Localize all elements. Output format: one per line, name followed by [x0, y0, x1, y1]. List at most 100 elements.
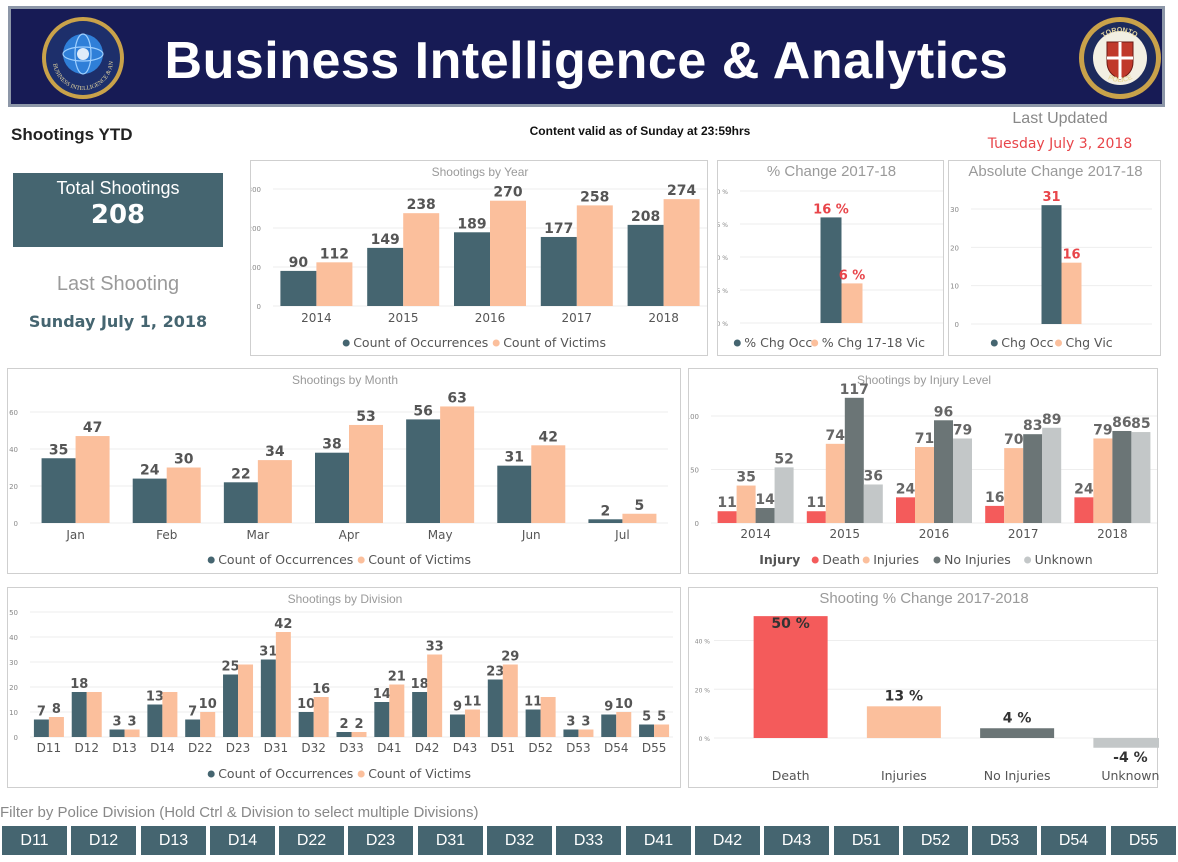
- data-label: 18: [70, 677, 88, 692]
- data-label: 149: [371, 232, 400, 248]
- division-filter-d23[interactable]: D23: [348, 826, 413, 855]
- y-tick-label: 0 %: [718, 321, 728, 328]
- total-shootings-value: 208: [90, 200, 146, 230]
- chart-pct-change-injury: Shooting % Change 2017-2018 0 % 20 % 40 % 50…: [695, 590, 1159, 783]
- legend-label: % Chg Occ: [744, 335, 812, 350]
- chart-panel-abs-change[interactable]: Absolute Change 2017-18 0 10 20 30 31 16 Chg Oc…: [948, 160, 1161, 356]
- bar-series0: [627, 224, 664, 306]
- bar-series2: [844, 397, 864, 523]
- data-label: 11: [524, 695, 542, 710]
- chart-panel-pct-change[interactable]: % Change 2017-18 0 % 5 % 10 % 15 % 20 % 16 % 6 …: [717, 160, 944, 356]
- data-label: 31: [259, 645, 277, 660]
- bar-series1: [825, 443, 845, 523]
- x-tick-label: Jul: [614, 528, 629, 542]
- division-filter-d14[interactable]: D14: [210, 826, 275, 855]
- y-tick-label: 20: [950, 244, 959, 252]
- division-filter-bar: D11 D12 D13 D14 D22 D23 D31 D32 D33 D41 D42 D43 D51 D…: [0, 826, 1178, 856]
- bar-series2: [934, 420, 953, 523]
- x-tick-label: D14: [150, 741, 175, 755]
- data-label: 47: [83, 420, 102, 436]
- chart-panel-by-injury[interactable]: Shootings by Injury Level050100113514522…: [688, 368, 1158, 574]
- data-label: 274: [667, 183, 696, 199]
- bar-series1: [389, 684, 405, 737]
- bar-series0: [540, 236, 577, 306]
- chart-by-injury: Shootings by Injury Level050100113514522…: [689, 373, 1157, 567]
- bar-no-injuries: [980, 728, 1055, 738]
- data-label: 23: [486, 665, 504, 680]
- bar-series1: [351, 732, 367, 737]
- division-filter-d55[interactable]: D55: [1111, 826, 1176, 855]
- data-label: 24: [896, 481, 916, 497]
- chart-panel-by-division[interactable]: Shootings by Division 0 10 20 30 40 50 7 8 D11 18 D…: [7, 587, 681, 788]
- division-filter-d43[interactable]: D43: [764, 826, 829, 855]
- total-shootings-label: Total Shootings: [56, 178, 180, 198]
- bar-series1: [275, 632, 291, 737]
- data-label: 83: [1023, 418, 1042, 434]
- data-label: 31: [1042, 190, 1060, 205]
- division-filter-d54[interactable]: D54: [1041, 826, 1106, 855]
- bar-series1: [622, 513, 657, 523]
- chart-panel-pct-change-injury[interactable]: Shooting % Change 2017-2018 0 % 20 % 40 % 50…: [688, 587, 1159, 788]
- bar-series3: [1131, 432, 1151, 523]
- y-tick-label: 0: [695, 520, 699, 528]
- data-label: 74: [826, 428, 846, 444]
- y-tick-label: 30: [950, 206, 959, 214]
- division-filter-d32[interactable]: D32: [487, 826, 552, 855]
- x-tick-label: D41: [377, 741, 402, 755]
- bar-series3: [953, 438, 972, 523]
- division-filter-d31[interactable]: D31: [418, 826, 483, 855]
- division-filter-d51[interactable]: D51: [834, 826, 899, 855]
- legend-marker: [1024, 556, 1032, 564]
- last-updated-label: Last Updated: [1012, 110, 1108, 127]
- division-filter-d13[interactable]: D13: [141, 826, 206, 855]
- division-filter-label: Filter by Police Division (Hold Ctrl & D…: [0, 804, 479, 821]
- data-label: 42: [539, 429, 558, 445]
- division-filter-d12[interactable]: D12: [71, 826, 136, 855]
- y-tick-label: 20: [9, 483, 18, 491]
- data-label: 36: [864, 468, 883, 484]
- bar-unknown: [1093, 738, 1159, 748]
- x-tick-label: D51: [491, 741, 516, 755]
- legend-label: % Chg 17-18 Vic: [822, 335, 925, 350]
- x-tick-label: Jun: [521, 528, 541, 542]
- toronto-police-crest-icon: TORONTO POLICE: [1079, 17, 1161, 99]
- data-label: 89: [1042, 412, 1061, 428]
- x-tick-label: Injuries: [881, 768, 927, 783]
- header-banner: BUSINESS INTELLIGENCE & ANALYTICS Busine…: [8, 6, 1165, 107]
- bar-series1: [1004, 448, 1024, 523]
- division-filter-d52[interactable]: D52: [903, 826, 968, 855]
- bar-series0: [820, 217, 842, 323]
- division-filter-d42[interactable]: D42: [695, 826, 760, 855]
- data-label: 13 %: [885, 688, 923, 704]
- x-tick-label: D32: [301, 741, 326, 755]
- x-tick-label: D54: [604, 741, 629, 755]
- x-tick-label: D11: [37, 741, 62, 755]
- data-label: 79: [953, 422, 972, 438]
- x-tick-label: Jan: [65, 528, 85, 542]
- header-title: Business Intelligence & Analytics: [164, 32, 1009, 90]
- division-filter-d11[interactable]: D11: [2, 826, 67, 855]
- bar-series0: [315, 452, 349, 523]
- legend-marker: [811, 556, 819, 564]
- chart-panel-by-year[interactable]: Shootings by Year 0 100 200 300 90 112 2014 149 2…: [250, 160, 708, 356]
- x-tick-label: Death: [772, 768, 810, 783]
- division-filter-d41[interactable]: D41: [626, 826, 691, 855]
- bar-series1: [349, 424, 383, 523]
- bar-series0: [336, 732, 352, 737]
- bar-series1: [200, 712, 216, 737]
- bar-series0: [260, 659, 276, 737]
- division-filter-d53[interactable]: D53: [972, 826, 1037, 855]
- division-filter-d33[interactable]: D33: [556, 826, 621, 855]
- bar-series0: [223, 482, 258, 523]
- total-shootings-card[interactable]: Total Shootings 208: [13, 173, 223, 247]
- data-label: 9: [453, 700, 462, 715]
- legend-marker: [357, 556, 365, 564]
- division-filter-d22[interactable]: D22: [279, 826, 344, 855]
- chart-panel-by-month[interactable]: Shootings by Month 0 20 40 60 35 47 Jan 24 30 Feb 2…: [7, 368, 681, 574]
- data-label: 42: [274, 617, 292, 632]
- bar-series1: [75, 436, 110, 523]
- bar-series0: [412, 692, 428, 737]
- bar-series1: [124, 729, 140, 737]
- bar-series0: [487, 679, 503, 737]
- y-tick-label: 40: [9, 634, 18, 642]
